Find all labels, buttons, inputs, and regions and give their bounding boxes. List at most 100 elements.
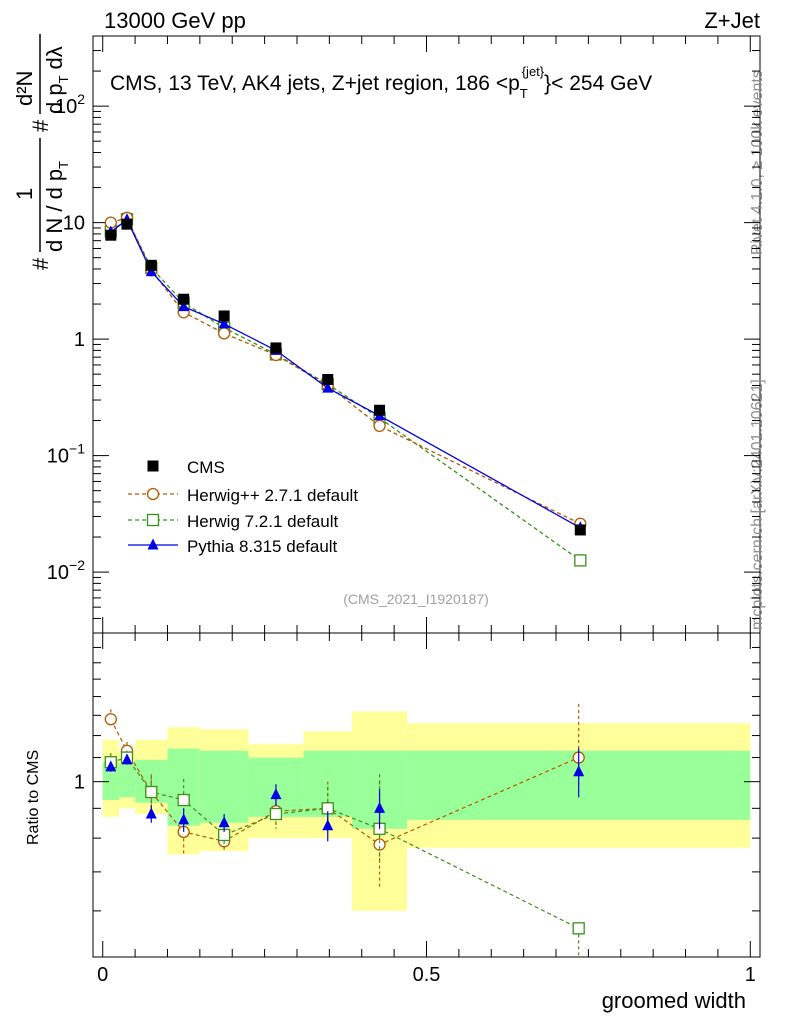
legend-entry-cms: CMS [147,458,225,477]
ylabel-hash-2: # [28,119,53,132]
tick-base: 1 [74,329,85,351]
marker-circle-open [373,419,386,433]
ylabel-d2n: d²N [12,71,37,106]
marker-square-filled [322,374,334,386]
legend: CMS Herwig++ 2.7.1 default Herwig 7.2.1 de… [128,458,358,556]
marker-triangle-filled [121,753,133,765]
main-y-tick-label: 10−2 [47,557,85,584]
header-process: Z+Jet [704,8,760,33]
ylabel-dn-sub: T [56,161,71,169]
marker-square-open [145,785,158,799]
series-line-herwigpp [110,217,581,525]
plot-title: CMS, 13 TeV, AK4 jets, Z+jet region, 186… [110,64,652,101]
marker-square-filled [270,342,282,354]
legend-label: Pythia 8.315 default [187,537,338,556]
tick-exponent: −2 [69,557,85,573]
ratio-y-axis-label: Ratio to CMS [25,750,42,845]
x-axis-label: groomed width [602,988,746,1013]
legend-label: CMS [187,458,225,477]
tick-base: 10 [55,96,77,118]
header-collision-energy: 13000 GeV pp [104,8,246,33]
ylabel-dpt-sub: T [56,75,71,83]
main-y-tick-label: 10 [63,213,85,235]
main-y-tick-label: 102 [55,91,85,118]
analysis-id: (CMS_2021_I1920187) [343,591,489,607]
ratio-series-pythia [105,748,585,842]
legend-entry-herwig7: Herwig 7.2.1 default [128,512,338,531]
series-cms [105,218,586,536]
ratio-y-tick-label: 1 [74,772,85,794]
x-tick-label: 0 [97,964,108,986]
tick-base: 10 [47,562,69,584]
legend-label: Herwig 7.2.1 default [187,512,338,531]
marker-circle-open [373,838,386,851]
ylabel-dpt: d pTdλ [42,46,71,114]
marker-triangle-filled [374,801,386,813]
marker-triangle-filled [147,538,159,550]
marker-triangle-filled [322,819,334,831]
tick-exponent: 2 [77,91,85,107]
marker-circle-open [104,713,117,726]
legend-entry-herwigpp: Herwig++ 2.7.1 default [128,486,358,505]
series-line-pythia [110,218,581,529]
series-herwigpp [104,211,587,530]
marker-square-open [146,513,160,527]
tick-base: 10 [47,446,69,468]
ratio-axis-ticks: 10 0.5 1 [74,632,760,986]
x-tick-label: 1 [745,964,756,986]
main-plot-series [104,211,587,567]
ylabel-dn: d N / d pT [42,161,71,252]
ylabel-dpt-text: d p [42,83,67,114]
marker-triangle-filled [322,381,334,393]
marker-square-filled [121,218,133,230]
plot-title-end: }< 254 GeV [544,72,652,95]
marker-triangle-filled [218,317,230,329]
plot-title-sub: T [520,86,528,101]
series-herwig7 [104,213,587,567]
marker-circle-open [217,327,231,340]
band-inner-bin [102,762,119,801]
plot-title-sup: {jet} [522,64,545,79]
marker-square-filled [178,293,190,305]
tick-base: 10 [63,213,85,235]
marker-square-filled [374,404,386,416]
marker-triangle-filled [270,788,282,800]
band-inner-bin [118,764,136,798]
x-tick-label: 0.5 [413,964,441,986]
ratio-line-herwig7 [110,756,579,929]
ratio-uncertainty-bands [102,711,751,911]
main-y-tick-label: 1 [74,329,85,351]
marker-circle-open [146,487,160,501]
ylabel-dlambda: dλ [42,46,67,69]
ylabel-one: 1 [12,188,37,200]
legend-label: Herwig++ 2.7.1 default [187,486,358,505]
marker-triangle-filled [105,760,117,772]
series-line-herwig7 [110,218,581,561]
marker-triangle-filled [145,807,157,819]
rivet-version-label: Rivet 4.1.0, ≥ 100k events [749,70,766,255]
mcplots-label: mcplots.cern.ch [arXiv:2401.10621] [749,379,766,630]
main-y-tick-label: 10−1 [47,441,85,468]
marker-square-open [572,922,585,935]
legend-entry-pythia: Pythia 8.315 default [128,537,338,556]
marker-square-filled [147,460,159,472]
marker-square-filled [574,524,586,536]
tick-exponent: −1 [69,441,85,457]
marker-triangle-filled [178,813,190,825]
plot-title-main: CMS, 13 TeV, AK4 jets, Z+jet region, 186… [110,72,520,95]
marker-triangle-filled [573,765,585,777]
marker-square-filled [218,310,230,322]
marker-triangle-filled [218,816,230,828]
ylabel-dn-text: d N / d p [42,169,67,252]
band-inner-bin [199,750,249,823]
series-pythia [105,213,586,533]
marker-square-open [177,793,190,807]
marker-square-open [269,807,283,821]
marker-triangle-filled [178,300,190,312]
ratio-plot-series [104,703,585,957]
marker-square-filled [145,259,157,271]
main-y-axis-label: # 1 d N / d pT # d²N d pTdλ [12,34,71,270]
marker-square-open [574,554,587,567]
